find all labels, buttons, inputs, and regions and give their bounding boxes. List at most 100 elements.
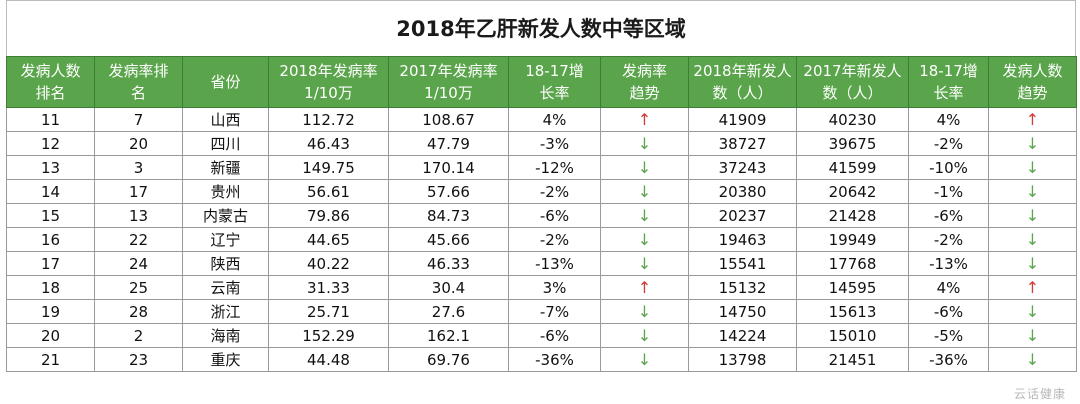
column-header: 发病人数 排名 <box>6 56 95 108</box>
cell-rate-2018: 44.48 <box>268 347 389 372</box>
cell-new-growth: -6% <box>908 299 989 324</box>
column-header-line: 数（人） <box>822 84 883 102</box>
cell-rate-2018: 44.65 <box>268 227 389 252</box>
cell-new-2018: 20380 <box>688 179 797 204</box>
cell-rate-rank: 28 <box>94 299 183 324</box>
arrow-down-icon: ↓ <box>637 157 652 177</box>
trend-cell: ↓ <box>988 179 1077 204</box>
cell-rate-growth: -6% <box>508 323 601 348</box>
column-header-line: 发病人数 <box>20 62 81 80</box>
trend-cell: ↓ <box>600 299 689 324</box>
cell-rate-2018: 25.71 <box>268 299 389 324</box>
header-row: 发病人数 排名 发病率排名省份 2018年发病率 1/10万 2017年发病率 1/10万 1… <box>6 56 1077 108</box>
cell-rate-growth: -7% <box>508 299 601 324</box>
table-row: 14 17 贵州 56.61 57.66 -2% ↓ 20380 20642 -1% ↓ <box>6 179 1077 204</box>
cell-new-growth: -10% <box>908 155 989 180</box>
column-header-line: 2018年发病率 <box>279 62 378 80</box>
cell-new-2017: 39675 <box>796 131 909 156</box>
cell-rank: 15 <box>6 203 95 228</box>
trend-cell: ↓ <box>600 131 689 156</box>
cell-rate-rank: 3 <box>94 155 183 180</box>
cell-province: 新疆 <box>182 155 269 180</box>
column-header-line: 省份 <box>210 73 241 91</box>
column-header: 发病率排名 <box>94 56 183 108</box>
column-header: 发病率 趋势 <box>600 56 689 108</box>
cell-new-2017: 20642 <box>796 179 909 204</box>
arrow-up-icon: ↑ <box>1025 277 1040 297</box>
cell-new-2018: 37243 <box>688 155 797 180</box>
cell-rate-2017: 47.79 <box>388 131 509 156</box>
table-row: 18 25 云南 31.33 30.4 3% ↑ 15132 14595 4% ↑ <box>6 275 1077 300</box>
cell-new-2018: 13798 <box>688 347 797 372</box>
cell-rate-growth: -2% <box>508 179 601 204</box>
cell-rate-2018: 31.33 <box>268 275 389 300</box>
cell-rate-growth: -3% <box>508 131 601 156</box>
table-row: 15 13 内蒙古 79.86 84.73 -6% ↓ 20237 21428 -6% ↓ <box>6 203 1077 228</box>
cell-rate-2017: 45.66 <box>388 227 509 252</box>
cell-province: 贵州 <box>182 179 269 204</box>
arrow-down-icon: ↓ <box>1025 181 1040 201</box>
trend-cell: ↓ <box>600 323 689 348</box>
trend-cell: ↑ <box>600 275 689 300</box>
cell-new-2018: 15541 <box>688 251 797 276</box>
cell-new-2017: 15613 <box>796 299 909 324</box>
cell-new-2017: 14595 <box>796 275 909 300</box>
arrow-down-icon: ↓ <box>1025 157 1040 177</box>
cell-new-growth: -2% <box>908 131 989 156</box>
cell-rank: 11 <box>6 107 95 132</box>
cell-rate-2018: 79.86 <box>268 203 389 228</box>
column-header-line: 2017年发病率 <box>399 62 498 80</box>
cell-new-growth: -13% <box>908 251 989 276</box>
arrow-down-icon: ↓ <box>637 325 652 345</box>
cell-province: 辽宁 <box>182 227 269 252</box>
cell-rank: 13 <box>6 155 95 180</box>
cell-rate-rank: 13 <box>94 203 183 228</box>
table-row: 19 28 浙江 25.71 27.6 -7% ↓ 14750 15613 -6% ↓ <box>6 299 1077 324</box>
cell-new-2018: 15132 <box>688 275 797 300</box>
cell-province: 陕西 <box>182 251 269 276</box>
cell-rate-2017: 57.66 <box>388 179 509 204</box>
cell-rate-growth: -13% <box>508 251 601 276</box>
cell-rate-2017: 46.33 <box>388 251 509 276</box>
column-header-line: 发病人数 <box>1002 62 1063 80</box>
cell-new-growth: -2% <box>908 227 989 252</box>
cell-rate-2018: 112.72 <box>268 107 389 132</box>
cell-rank: 20 <box>6 323 95 348</box>
cell-new-2018: 14224 <box>688 323 797 348</box>
cell-province: 云南 <box>182 275 269 300</box>
cell-new-2017: 19949 <box>796 227 909 252</box>
cell-rate-2018: 46.43 <box>268 131 389 156</box>
cell-new-growth: -5% <box>908 323 989 348</box>
trend-cell: ↓ <box>600 179 689 204</box>
cell-rate-rank: 2 <box>94 323 183 348</box>
cell-new-2018: 14750 <box>688 299 797 324</box>
cell-new-2017: 15010 <box>796 323 909 348</box>
cell-rate-growth: 3% <box>508 275 601 300</box>
cell-new-2017: 17768 <box>796 251 909 276</box>
column-header: 2017年新发人 数（人） <box>796 56 909 108</box>
table-row: 21 23 重庆 44.48 69.76 -36% ↓ 13798 21451 -36% ↓ <box>6 347 1077 372</box>
table-row: 13 3 新疆 149.75 170.14 -12% ↓ 37243 41599 -10% ↓ <box>6 155 1077 180</box>
column-header-line: 1/10万 <box>304 84 353 102</box>
arrow-down-icon: ↓ <box>1025 325 1040 345</box>
cell-rate-2017: 30.4 <box>388 275 509 300</box>
arrow-down-icon: ↓ <box>1025 205 1040 225</box>
arrow-down-icon: ↓ <box>637 301 652 321</box>
cell-rate-growth: -36% <box>508 347 601 372</box>
cell-rate-growth: -6% <box>508 203 601 228</box>
arrow-up-icon: ↑ <box>637 109 652 129</box>
cell-province: 山西 <box>182 107 269 132</box>
table-title: 2018年乙肝新发人数中等区域 <box>6 0 1076 56</box>
cell-rank: 19 <box>6 299 95 324</box>
cell-new-2017: 21428 <box>796 203 909 228</box>
column-header: 省份 <box>182 56 269 108</box>
cell-rate-2017: 84.73 <box>388 203 509 228</box>
cell-new-growth: 4% <box>908 275 989 300</box>
table-body: 11 7 山西 112.72 108.67 4% ↑ 41909 40230 4% ↑ 12 20 四川 4… <box>6 107 1077 372</box>
column-header: 18-17增 长率 <box>908 56 989 108</box>
trend-cell: ↑ <box>988 107 1077 132</box>
cell-rate-2018: 40.22 <box>268 251 389 276</box>
cell-new-2018: 20237 <box>688 203 797 228</box>
column-header-line: 2017年新发人 <box>803 62 902 80</box>
